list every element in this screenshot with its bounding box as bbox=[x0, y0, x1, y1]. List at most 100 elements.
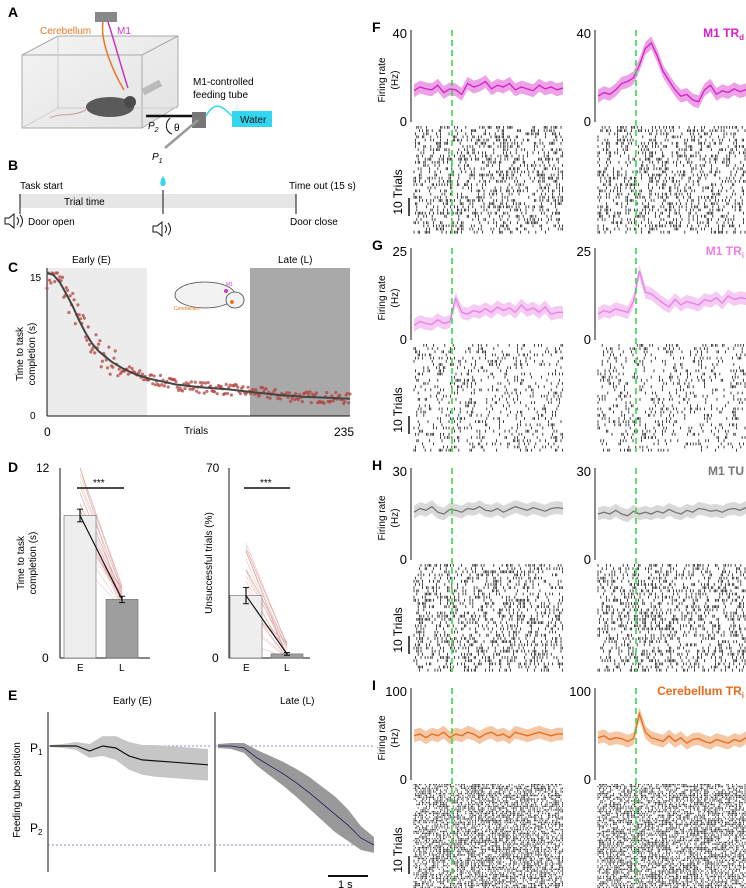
x-tick-label: L bbox=[119, 663, 125, 674]
trial-point bbox=[325, 391, 329, 395]
trial-point bbox=[289, 399, 293, 403]
trial-point bbox=[183, 387, 187, 391]
raster bbox=[597, 784, 746, 888]
trial-point bbox=[287, 391, 291, 395]
trial-point bbox=[72, 298, 76, 302]
trial-point bbox=[206, 380, 210, 385]
speaker-icon bbox=[4, 212, 23, 230]
trial-point bbox=[285, 391, 289, 395]
trial-point bbox=[329, 399, 333, 403]
firing-panel-h: H Firing rate (Hz) 10 Trials 30 0 30 0 M1 TU bbox=[372, 457, 746, 672]
raster bbox=[413, 564, 563, 672]
door bbox=[141, 79, 163, 96]
brain-cb-label: Cerebellum bbox=[174, 306, 200, 312]
animal-line bbox=[245, 548, 288, 645]
x-tick-zero: 0 bbox=[44, 425, 51, 439]
panel-letter-i: I bbox=[372, 677, 376, 693]
x-tick-label: E bbox=[77, 663, 84, 674]
spike-ticks bbox=[597, 564, 746, 672]
trial-point bbox=[66, 288, 70, 292]
trial-point bbox=[90, 348, 94, 352]
trial-point bbox=[48, 278, 52, 282]
trial-point bbox=[215, 392, 219, 396]
trial-point bbox=[176, 388, 181, 392]
trial-point bbox=[67, 310, 71, 315]
trial-point bbox=[108, 372, 112, 376]
y-tick-max: 15 bbox=[30, 273, 42, 284]
spike-ticks bbox=[597, 126, 746, 234]
raster bbox=[597, 126, 746, 234]
trial-point bbox=[273, 387, 277, 392]
fit-line bbox=[46, 272, 351, 400]
trial-point bbox=[238, 392, 242, 396]
trial-point bbox=[314, 391, 319, 395]
trial-point bbox=[347, 401, 351, 405]
trial-point bbox=[219, 384, 223, 388]
y-axis-label-1: Firing rate bbox=[377, 495, 388, 540]
y-tick-max: 30 bbox=[577, 464, 591, 479]
trial-point bbox=[86, 325, 90, 329]
firing-panel-f: F Firing rate (Hz) 10 Trials 40 0 40 0 M1 TRd bbox=[372, 19, 746, 234]
trial-point bbox=[68, 294, 72, 298]
trial-point bbox=[223, 392, 227, 396]
trial-point bbox=[140, 372, 144, 376]
trial-point bbox=[189, 380, 193, 384]
trial-point bbox=[100, 359, 104, 363]
trial-point bbox=[58, 275, 62, 279]
y-tick-zero: 0 bbox=[400, 332, 407, 347]
theta-label: θ bbox=[174, 123, 180, 134]
y-tick-zero: 0 bbox=[400, 114, 407, 129]
trial-point bbox=[151, 382, 155, 386]
raster bbox=[597, 564, 746, 672]
raster bbox=[413, 126, 563, 234]
trial-point bbox=[305, 390, 310, 394]
mean-firing-line bbox=[413, 505, 564, 515]
significance: *** bbox=[93, 478, 105, 489]
trial-point bbox=[224, 382, 228, 386]
y-tick-zero: 0 bbox=[30, 411, 36, 422]
y-tick-zero: 0 bbox=[584, 332, 591, 347]
x-tick-label: L bbox=[284, 663, 290, 674]
trial-point bbox=[81, 313, 85, 318]
y-tick-max: 40 bbox=[577, 26, 591, 41]
task-start-label: Task start bbox=[20, 181, 63, 192]
y-axis-label-2: completion (s) bbox=[28, 532, 39, 595]
spike-ticks bbox=[413, 564, 563, 672]
trial-point bbox=[308, 390, 312, 394]
trial-point bbox=[204, 381, 208, 385]
panel-letter-f: F bbox=[372, 19, 381, 35]
trial-timeline: Task start Time out (15 s) Trial time Do… bbox=[4, 176, 356, 238]
trial-point bbox=[187, 382, 191, 386]
y-tick-zero: 0 bbox=[42, 651, 49, 665]
commutator bbox=[95, 12, 117, 22]
animal-line bbox=[79, 474, 123, 587]
trial-point bbox=[188, 387, 192, 391]
trial-point bbox=[87, 342, 92, 347]
trial-point bbox=[55, 271, 59, 275]
trial-point bbox=[76, 303, 80, 307]
y-axis-label: Feeding tube position bbox=[12, 742, 23, 838]
trial-point bbox=[98, 339, 102, 343]
brain-icon: M1 Cerebellum bbox=[174, 281, 245, 312]
trial-point bbox=[77, 313, 81, 317]
trial-point bbox=[73, 322, 77, 326]
trial-point bbox=[334, 390, 338, 395]
panel-letter-d: D bbox=[8, 459, 18, 475]
trial-point bbox=[130, 367, 134, 371]
door-open-label: Door open bbox=[28, 217, 75, 228]
cell-type-label: M1 TU bbox=[708, 464, 744, 478]
animal-line bbox=[79, 481, 123, 592]
animal-line bbox=[79, 492, 123, 595]
spike-ticks bbox=[413, 126, 563, 234]
trial-point bbox=[94, 333, 98, 337]
trial-point bbox=[136, 371, 141, 375]
trial-point bbox=[82, 316, 86, 320]
animal-line bbox=[245, 550, 288, 659]
y-tick-max: 70 bbox=[206, 461, 220, 475]
trial-point bbox=[293, 398, 297, 402]
cell-type-label: M1 TRi bbox=[706, 244, 744, 260]
